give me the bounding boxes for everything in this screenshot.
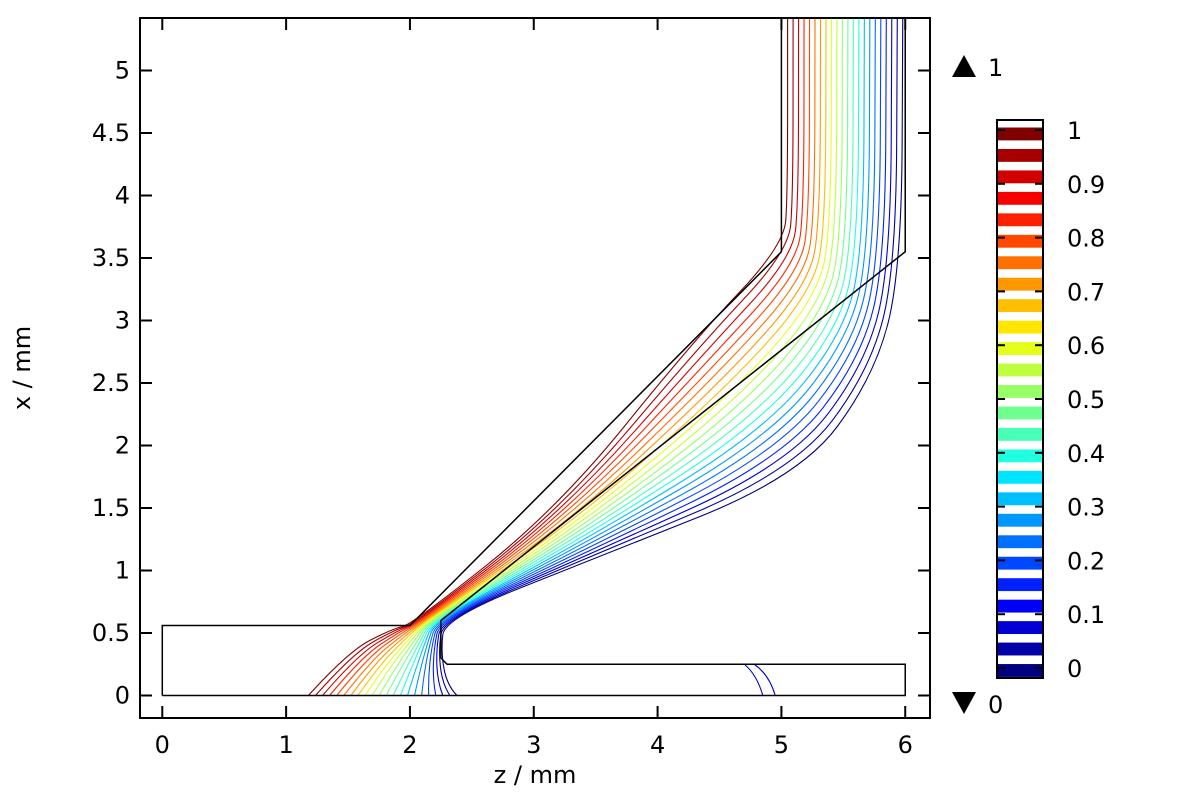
colorbar-band [998,642,1042,656]
colorbar-band [998,363,1042,377]
contour-line [336,17,811,696]
contour-line [329,17,805,696]
colorbar-band [998,191,1042,205]
plot-frame [139,17,931,719]
y-tick-label: 0 [115,682,130,710]
colorbar-band [998,148,1042,162]
contour-line [439,17,898,696]
colorbar-tick-label: 0.8 [1067,225,1105,253]
colorbar-tick-label: 0.9 [1067,171,1105,199]
contour-line [350,17,822,696]
x-tick-label: 5 [774,731,789,759]
y-tick-label: 1.5 [92,494,130,522]
colorbar-tick-label: 1 [1067,117,1082,145]
contour-line [441,17,904,696]
colorbar-min-label: 0 [988,691,1003,719]
y-tick-label: 4.5 [92,119,130,147]
colorbar-band [998,320,1042,334]
contour-line [322,17,800,696]
contour-line [392,17,854,696]
colorbar-band [998,277,1042,291]
domain-outline [161,17,906,697]
contour-line [315,17,794,696]
contour-line [307,18,789,696]
colorbar-tick-label: 0.4 [1067,440,1105,468]
colorbar-tick-label: 0.1 [1067,601,1105,629]
colorbar-band [998,385,1042,398]
colorbar-tick-label: 0.6 [1067,332,1105,360]
colorbar-band [998,213,1042,227]
contour-line [406,17,865,696]
colorbar-band [998,427,1042,441]
contour-line [364,17,833,696]
y-tick-label: 2 [115,432,130,460]
contour-lines [307,17,904,696]
colorbar-band [998,342,1042,356]
contour-line [343,17,816,696]
plot-area [139,17,931,719]
colorbar-tick-label: 0.2 [1067,547,1105,575]
y-tick-label: 1 [115,557,130,585]
colorbar-band [998,299,1042,313]
contour-line [743,663,764,696]
y-tick-label: 4 [115,182,130,210]
y-tick-label: 3.5 [92,244,130,272]
colorbar-band [998,234,1042,248]
colorbar-band [998,449,1042,463]
x-tick-label: 6 [898,731,913,759]
x-tick-label: 1 [278,731,293,759]
contour-line [371,17,838,696]
contour-line [399,17,860,696]
colorbar-band [998,406,1042,420]
colorbar-tick-label: 0.5 [1067,386,1105,414]
contour-line [753,663,776,696]
contour-line [421,17,876,696]
colorbar-band [998,513,1042,527]
x-axis-title: z / mm [494,761,577,789]
colorbar-band [998,621,1042,635]
colorbar-tick-label: 0.7 [1067,278,1105,306]
contour-line [413,17,871,696]
x-axis-ticks: 0 1 2 3 4 5 6 [155,18,913,759]
colorbar: 0 0.1 0.2 0.3 0.4 0.5 0.6 0.7 0.8 0.9 1 1 0 [952,54,1105,719]
y-axis-ticks: 0 0.5 1 1.5 2 2.5 3 3.5 4 4.5 5 [92,57,930,710]
y-tick-label: 0.5 [92,619,130,647]
y-tick-label: 3 [115,307,130,335]
colorbar-band [998,127,1042,141]
x-tick-label: 2 [402,731,417,759]
y-tick-label: 5 [115,57,130,85]
colorbar-band [998,578,1042,592]
colorbar-band [998,470,1042,484]
contour-line [385,17,849,696]
contour-line [432,17,887,696]
x-tick-label: 0 [155,731,170,759]
colorbar-band [998,535,1042,549]
max-triangle-icon [952,55,976,77]
colorbar-band [998,170,1042,184]
colorbar-band [998,556,1042,570]
x-tick-label: 4 [650,731,665,759]
contour-line [428,17,882,696]
colorbar-band [998,664,1042,677]
y-axis-title: x / mm [8,326,36,410]
colorbar-band [998,599,1042,613]
colorbar-max-label: 1 [988,54,1003,82]
colorbar-band [998,492,1042,506]
y-tick-label: 2.5 [92,369,130,397]
min-triangle-icon [952,692,976,714]
colorbar-tick-label: 0 [1067,655,1082,683]
colorbar-band [998,256,1042,270]
domain-boundary [161,17,906,697]
x-tick-label: 3 [526,731,541,759]
contour-line [378,17,843,696]
contour-line [436,17,893,696]
contour-line [357,17,827,696]
colorbar-tick-label: 0.3 [1067,494,1105,522]
